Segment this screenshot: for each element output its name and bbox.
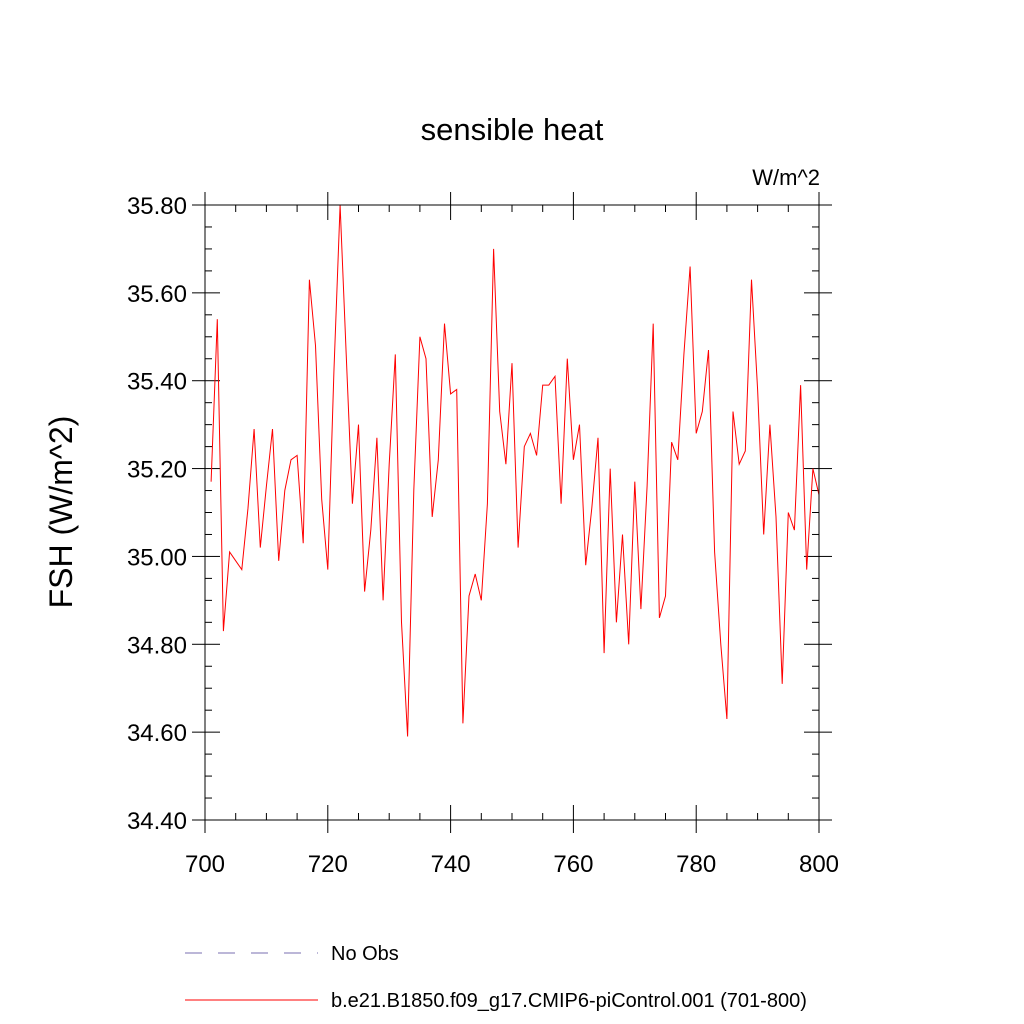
legend-label: b.e21.B1850.f09_g17.CMIP6-piControl.001 …	[331, 990, 807, 1012]
units-label: W/m^2	[752, 165, 820, 190]
y-tick-label: 35.80	[127, 193, 187, 220]
y-axis-label: FSH (W/m^2)	[43, 416, 79, 609]
x-tick-label: 800	[799, 851, 839, 878]
legend-label: No Obs	[331, 943, 399, 965]
x-tick-label: 700	[185, 851, 225, 878]
y-tick-label: 35.00	[127, 544, 187, 571]
y-tick-label: 35.40	[127, 369, 187, 396]
plot-frame	[204, 204, 820, 821]
chart-title: sensible heat	[421, 112, 604, 147]
y-tick-label: 34.40	[127, 808, 187, 835]
x-tick-label: 760	[553, 851, 593, 878]
axis-ticks: 700 720 740 760 780 800 34.40 34.60 34.80 35.00 35…	[127, 192, 839, 878]
x-tick-label: 740	[431, 851, 471, 878]
y-tick-label: 34.80	[127, 632, 187, 659]
x-tick-label: 720	[308, 851, 348, 878]
legend: No Obs b.e21.B1850.f09_g17.CMIP6-piContro…	[185, 943, 807, 1012]
series-layer	[210, 204, 820, 737]
y-tick-label: 34.60	[127, 720, 187, 747]
y-tick-label: 35.20	[127, 457, 187, 484]
series-line-1	[210, 204, 820, 737]
y-tick-label: 35.60	[127, 281, 187, 308]
x-tick-label: 780	[676, 851, 716, 878]
